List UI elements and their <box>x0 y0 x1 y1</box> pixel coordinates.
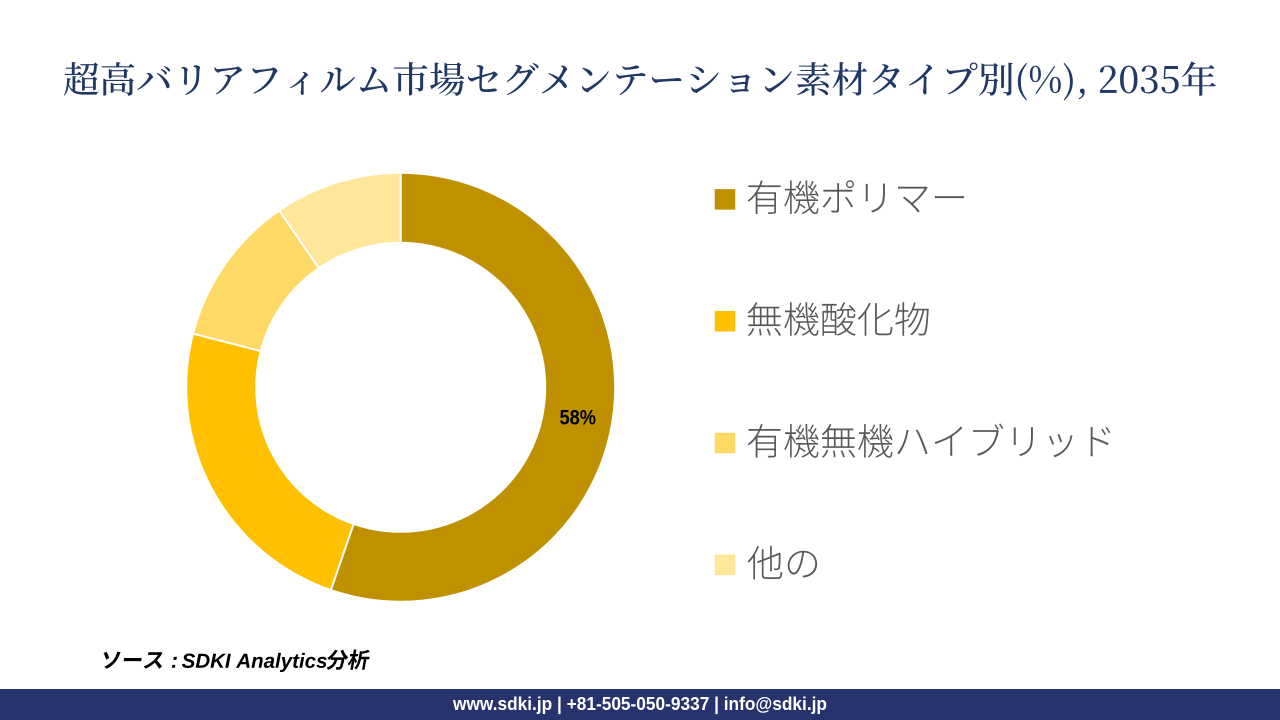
svg-text:58%: 58% <box>559 406 596 429</box>
svg-text:www.sdki.jp | +81-505-050-9337: www.sdki.jp | +81-505-050-9337 | info@sd… <box>452 694 827 714</box>
